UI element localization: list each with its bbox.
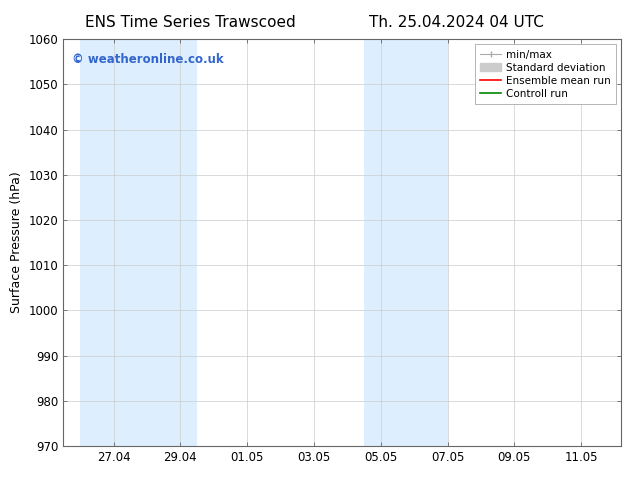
Text: Th. 25.04.2024 04 UTC: Th. 25.04.2024 04 UTC <box>369 15 544 30</box>
Text: © weatheronline.co.uk: © weatheronline.co.uk <box>72 53 223 67</box>
Text: ENS Time Series Trawscoed: ENS Time Series Trawscoed <box>85 15 295 30</box>
Bar <box>364 39 448 446</box>
Bar <box>80 39 197 446</box>
Legend: min/max, Standard deviation, Ensemble mean run, Controll run: min/max, Standard deviation, Ensemble me… <box>475 45 616 104</box>
Y-axis label: Surface Pressure (hPa): Surface Pressure (hPa) <box>10 172 23 314</box>
